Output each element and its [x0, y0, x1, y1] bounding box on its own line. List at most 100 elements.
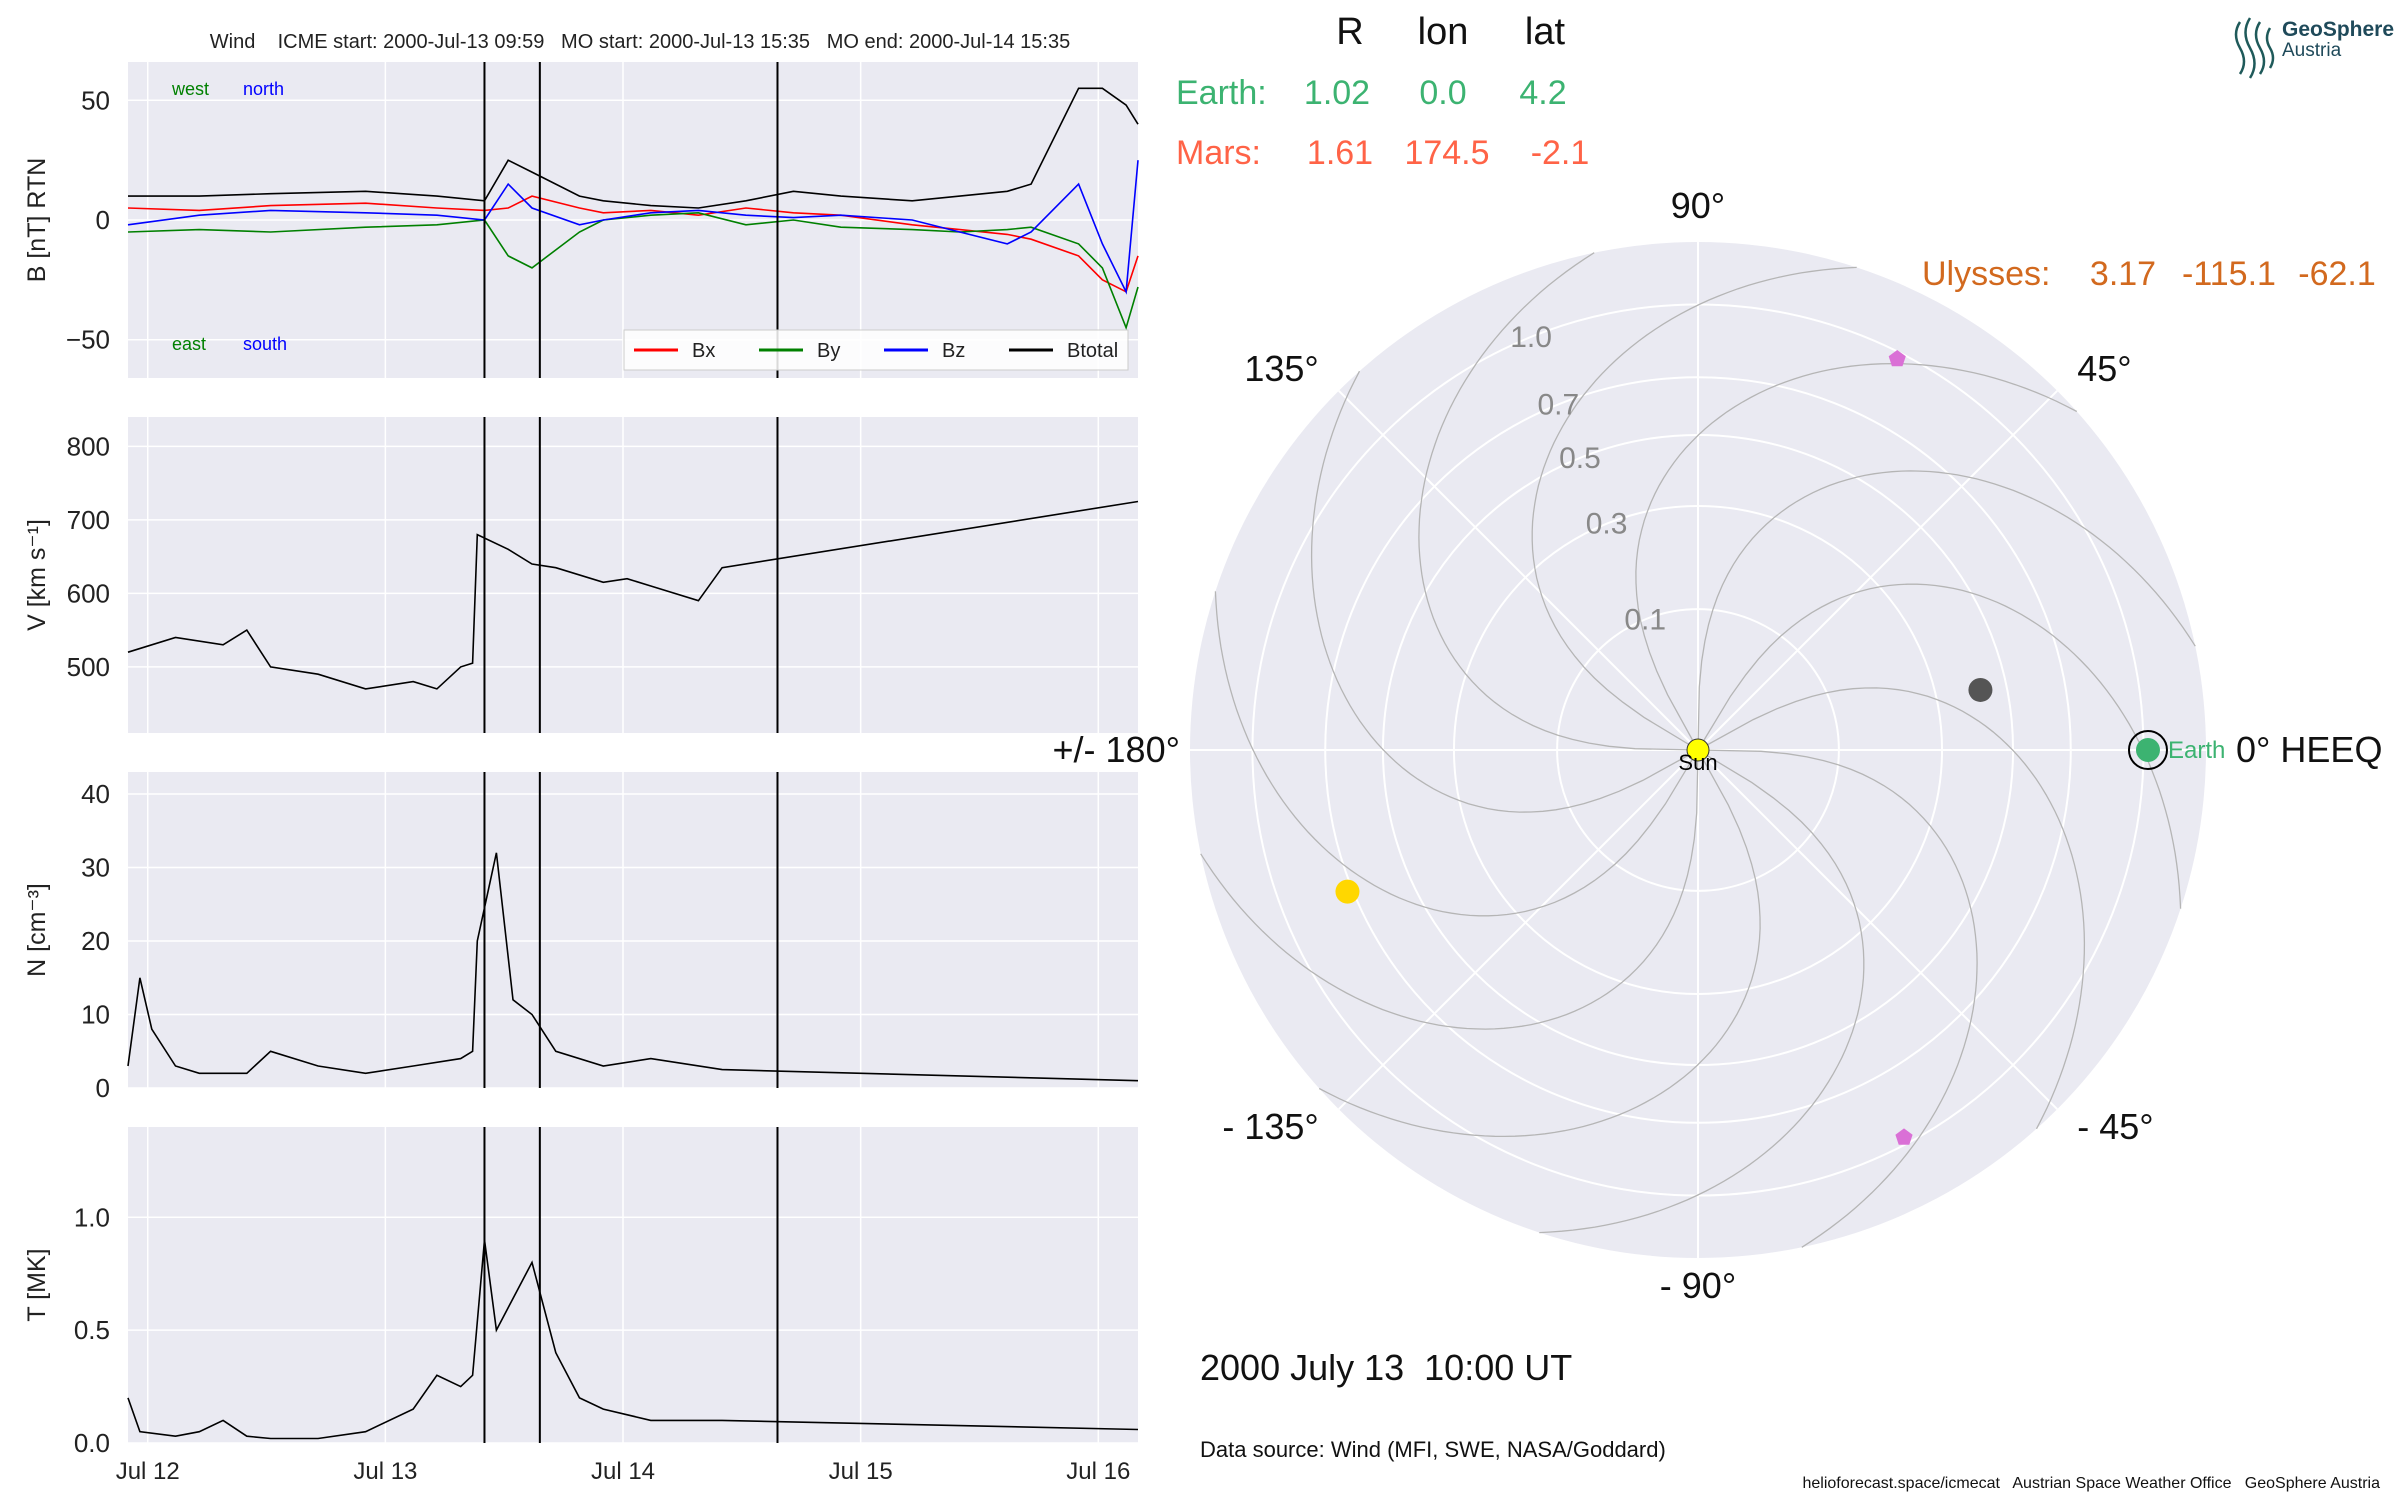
- panel-V: 800 700 600 500 V [km s⁻¹]: [23, 417, 1139, 733]
- earth-ring: [2127, 730, 2168, 770]
- parker-spiral-line: [1310, 370, 1699, 813]
- legend: Bx By Bz Btotal: [623, 329, 1129, 371]
- earth-r: 1.02: [1304, 74, 1370, 112]
- angle-label: - 45°: [2077, 1106, 2153, 1147]
- angular-gridline: [1338, 390, 1699, 751]
- annotation-east: east: [172, 334, 206, 354]
- earth-label: Earth:: [1176, 74, 1267, 112]
- angle-label: 45°: [2077, 348, 2131, 389]
- spacecraft-marker: [1895, 1128, 1913, 1145]
- y-tick-label: 10: [81, 1000, 110, 1030]
- earth-marker: [2135, 738, 2160, 762]
- x-tick-label: Jul 14: [591, 1458, 655, 1485]
- parker-spiral-line: [1214, 591, 1699, 917]
- angular-gridline: [1338, 749, 1699, 1110]
- angle-label: +/- 180°: [1053, 729, 1180, 770]
- panel-T: 1.0 0.5 0.0 T [MK] Jul 12 Jul 13 Jul 14 Jul 15 J…: [23, 1127, 1139, 1485]
- x-tick-label: Jul 16: [1066, 1458, 1130, 1485]
- series-line-T: [127, 1239, 1139, 1440]
- series-line-V: [127, 500, 1139, 690]
- parker-spiral-line: [1531, 266, 1857, 751]
- ulysses-label: Ulysses:: [1922, 255, 2050, 293]
- parker-spiral-line: [1697, 470, 2196, 751]
- sun-label: Sun: [1678, 750, 1717, 775]
- logo-line2: Austria: [2282, 40, 2342, 61]
- y-tick-label: 700: [67, 505, 110, 535]
- y-tick-label: 1.0: [74, 1202, 110, 1232]
- polar-orbit-plot: 0.1 0.3 0.5 0.7 1.0 90° 45° 0° HEEQ - 45° - 90° - …: [1053, 185, 2383, 1306]
- annotation-north: north: [243, 79, 284, 99]
- sun-marker: [1686, 738, 1710, 762]
- parker-spiral-line: [1539, 749, 1865, 1234]
- series-line-N: [127, 852, 1139, 1082]
- data-source: Data source: Wind (MFI, SWE, NASA/Goddar…: [1200, 1437, 1666, 1462]
- y-axis-label: B [nT] RTN: [23, 158, 51, 283]
- panel-background: [128, 417, 1138, 733]
- footer-credits: helioforecast.space/icmecat Austrian Spa…: [1803, 1475, 2381, 1492]
- series-line-Bx: [127, 195, 1139, 293]
- table-header-r: R: [1336, 11, 1363, 53]
- ulysses-r: 3.17: [2090, 255, 2156, 293]
- angle-label: 0° HEEQ: [2236, 729, 2382, 770]
- parker-spiral-line: [1318, 749, 1761, 1138]
- y-tick-label: 30: [81, 853, 110, 883]
- y-axis-label: N [cm⁻³]: [23, 883, 51, 977]
- angle-label: 135°: [1244, 348, 1318, 389]
- y-tick-label: 600: [67, 578, 110, 608]
- x-tick-label: Jul 13: [353, 1458, 417, 1485]
- table-header-lon: lon: [1418, 11, 1469, 53]
- planet-marker-mercury: [1968, 677, 1993, 702]
- y-tick-label: 0: [96, 1073, 110, 1103]
- radial-tick-label: 0.1: [1624, 603, 1666, 636]
- figure-header: Wind ICME start: 2000-Jul-13 09:59 MO st…: [210, 31, 1070, 53]
- panel-B: 50 0 −50 B [nT] RTN west north east south Bx By Bz…: [23, 62, 1139, 378]
- y-axis-label: T [MK]: [23, 1248, 51, 1321]
- logo-waves-icon: [2234, 17, 2275, 79]
- annotation-south: south: [243, 334, 287, 354]
- y-tick-label: 20: [81, 926, 110, 956]
- radial-tick-label: 1.0: [1510, 321, 1552, 354]
- legend-entry: Bz: [942, 340, 965, 362]
- legend-entry: By: [817, 340, 840, 362]
- ulysses-lat: -62.1: [2298, 255, 2376, 293]
- angle-label: - 135°: [1222, 1106, 1318, 1147]
- y-tick-label: 0.0: [74, 1428, 110, 1458]
- earth-marker-label: Earth: [2168, 737, 2225, 764]
- series-line-By: [127, 211, 1139, 331]
- planet-marker-venus: [1335, 879, 1360, 904]
- angular-gridline: [1697, 749, 2058, 1110]
- angular-gridline: [1697, 390, 2058, 751]
- angle-label: 90°: [1671, 185, 1725, 226]
- parker-spiral-line: [1697, 749, 1978, 1248]
- radial-tick-label: 0.3: [1586, 508, 1628, 541]
- panel-N: 40 30 20 10 0 N [cm⁻³]: [23, 772, 1139, 1103]
- logo-line1: GeoSphere: [2282, 18, 2394, 41]
- radial-tick-label: 0.5: [1559, 442, 1601, 475]
- y-tick-label: 40: [81, 779, 110, 809]
- radial-tick-label: 0.7: [1537, 388, 1579, 421]
- parker-spiral-line: [1697, 583, 2182, 909]
- y-axis-label: V [km s⁻¹]: [23, 519, 51, 631]
- y-tick-label: 800: [67, 431, 110, 461]
- x-tick-label: Jul 12: [116, 1458, 180, 1485]
- x-tick-label: Jul 15: [829, 1458, 893, 1485]
- angle-label: - 90°: [1660, 1265, 1736, 1306]
- date-label: 2000 July 13 10:00 UT: [1200, 1347, 1572, 1388]
- parker-spiral-line: [1200, 749, 1699, 1030]
- parker-spiral-line: [1418, 252, 1699, 751]
- mars-r: 1.61: [1307, 134, 1373, 172]
- y-tick-label: 500: [67, 652, 110, 682]
- parker-spiral-line: [1697, 687, 2086, 1130]
- legend-entry: Bx: [692, 340, 715, 362]
- y-tick-label: 0.5: [74, 1315, 110, 1345]
- panel-background: [128, 1127, 1138, 1443]
- mars-lon: 174.5: [1404, 134, 1489, 172]
- geosphere-logo: GeoSphere Austria: [2234, 17, 2394, 79]
- position-table: R lon lat Earth: 1.02 0.0 4.2 Mars: 1.61…: [1176, 11, 2376, 293]
- panel-background: [128, 772, 1138, 1088]
- parker-spiral-line: [1635, 362, 2078, 751]
- y-tick-label: 50: [81, 85, 110, 115]
- ulysses-lon: -115.1: [2182, 255, 2276, 293]
